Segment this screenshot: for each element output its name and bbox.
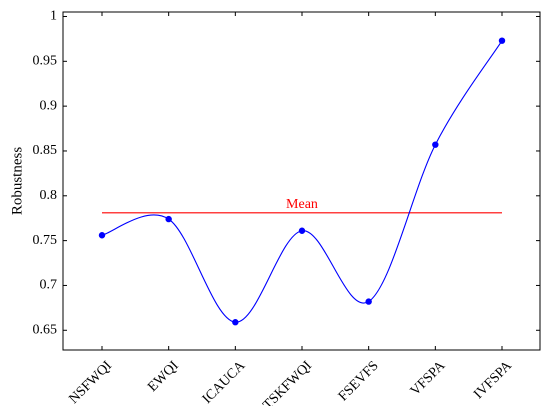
x-tick-label: TSKFWQI: [260, 358, 315, 406]
y-tick-label: 1: [50, 9, 57, 24]
x-tick-labels: NSFWQI EWQI ICAUCA TSKFWQI FSEVFS VFSPA IVFSPA: [66, 358, 515, 406]
x-tick-label: EWQI: [145, 358, 182, 395]
data-point: [498, 37, 506, 44]
y-tick-labels: 0.65 0.7 0.75 0.8 0.85 0.9 0.95 1: [33, 9, 58, 338]
data-point: [298, 227, 306, 234]
x-tick-label: FSEVFS: [336, 358, 382, 404]
data-point: [165, 215, 172, 223]
x-tick-label: VFSPA: [408, 358, 449, 399]
series-layer: [98, 37, 506, 326]
y-tick-label: 0.85: [33, 143, 58, 158]
mean-reference: Mean: [102, 197, 502, 214]
plot-frame: [62, 11, 541, 351]
series-line: [101, 40, 503, 323]
data-point: [365, 298, 372, 305]
y-tick-label: 0.9: [40, 98, 58, 113]
data-point: [432, 141, 439, 148]
y-tick-label: 0.7: [40, 278, 58, 293]
y-tick-label: 0.75: [33, 233, 58, 248]
x-tick-label: IVFSPA: [471, 358, 515, 402]
y-tick-label: 0.95: [33, 54, 58, 69]
x-tick-label: ICAUCA: [200, 358, 249, 406]
x-tick-label: NSFWQI: [66, 358, 115, 406]
data-point: [98, 232, 106, 239]
y-axis-title: Robustness: [9, 147, 25, 216]
mean-label: Mean: [286, 197, 318, 212]
data-point: [232, 319, 239, 326]
y-tick-label: 0.8: [40, 188, 58, 203]
y-tick-label: 0.65: [33, 322, 58, 337]
axis-ticks: [63, 12, 540, 350]
